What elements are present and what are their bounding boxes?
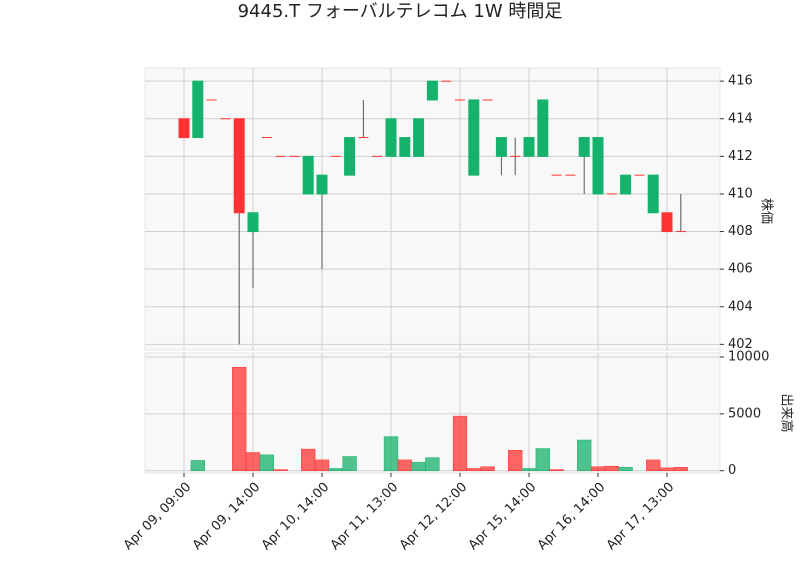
volume-bar [508,450,523,471]
y-tick-label: 404 [728,299,753,314]
volume-bar [411,461,426,471]
candle-body [178,118,190,139]
candle-body [316,174,328,195]
volume-bar [618,467,633,471]
chart-title: 9445.T フォーバルテレコム 1W 時間足 [238,1,563,22]
candle-body [661,212,673,233]
candle-body [413,118,425,157]
volume-bar [397,459,412,471]
volume-bar [577,439,592,471]
volume-bar [425,457,440,471]
volume-bar [521,468,537,471]
volume-bar [245,452,261,471]
candle-body [426,80,438,101]
volume-bar [452,415,468,471]
volume-bar [673,467,688,471]
volume-bar [301,448,316,471]
volume-bar [646,459,661,471]
volume-bar [342,456,357,471]
candle-body [647,174,659,214]
candle-body [399,137,411,157]
candle-body [578,137,590,157]
x-tick-label: Apr 17, 13:00 [604,480,677,553]
y2-tick-label: 10000 [728,349,769,364]
volume-bar [549,469,564,471]
volume-bar [466,468,481,471]
candle-body [523,137,535,157]
candle-body [537,99,549,157]
candle-body [495,137,507,157]
candle-body [344,137,356,176]
y-tick-label: 412 [728,149,753,164]
volume-bar [328,468,343,471]
y-tick-label: 410 [728,186,753,201]
candle-body [247,212,259,233]
y-tick-label: 406 [728,262,753,277]
candle-body [192,80,204,139]
y-axis-label: 株価 [759,198,774,224]
candle-body [302,155,314,195]
volume-bar [590,466,606,471]
volume-bar [604,465,619,471]
volume-bar [232,366,247,471]
volume-bar [259,454,274,471]
x-tick-label: Apr 16, 14:00 [535,480,608,553]
y-tick-label: 402 [728,337,753,352]
y2-tick-label: 0 [728,463,736,478]
x-tick-label: Apr 12, 12:00 [397,480,470,553]
x-tick-label: Apr 09, 14:00 [190,480,263,553]
y-tick-label: 408 [728,224,753,239]
candle-body [620,174,632,195]
volume-bar [383,436,399,471]
volume-bar [659,467,675,471]
candle-body [592,137,604,195]
y-tick-label: 416 [728,74,753,89]
candle-body [468,99,480,176]
price-panel [144,67,721,351]
x-tick-label: Apr 15, 14:00 [466,480,539,553]
y2-tick-label: 5000 [728,406,761,421]
candle-body [233,118,245,214]
candle-body [385,118,397,157]
volume-bar [535,448,550,471]
volume-bar [190,460,205,471]
volume-bar [480,466,495,471]
y-tick-label: 414 [728,111,753,126]
x-tick-label: Apr 11, 13:00 [328,480,401,553]
y2-axis-label: 出来高 [779,393,795,432]
volume-bar [314,459,330,471]
x-tick-label: Apr 10, 14:00 [259,480,332,553]
x-tick-label: Apr 09, 09:00 [121,480,194,553]
volume-bar [273,469,288,471]
volume-panel [144,352,721,474]
